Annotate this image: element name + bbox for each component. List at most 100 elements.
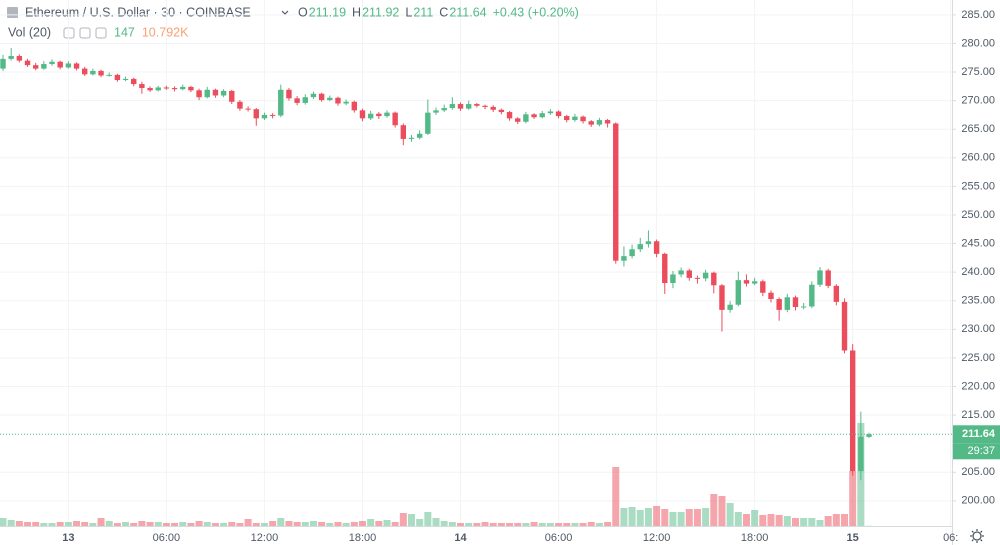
y-tick-label: 230.00 [961,323,995,335]
candle-body [49,61,55,65]
candle-body [768,292,774,300]
volume-bar [162,523,170,526]
y-tick-label: 245.00 [961,237,995,249]
candle-body [302,97,308,103]
candle-body [506,112,513,119]
candle-body [359,110,366,119]
settings-button[interactable] [79,27,91,39]
volume-bar [791,518,799,526]
volume-bar [546,523,554,526]
volume-bar [252,523,260,526]
candle-body [662,253,668,284]
volume-bar [342,523,350,526]
close-button[interactable] [95,27,107,39]
volume-bar [122,522,130,526]
volume-bar [644,508,652,526]
candle-body [139,84,145,89]
volume-bar [24,522,32,526]
candle-body [0,58,6,69]
volume-bar [702,508,710,526]
volume-bar [457,523,465,526]
candle-body [220,90,227,96]
price-axis: 200.00 205.00 215.00 220.00 225.00 230.00 235.… [952,9,995,507]
candle-body [604,120,611,124]
ohlc-letter: C [439,5,448,19]
volume-bar [489,523,497,526]
volume-bar [228,522,236,526]
volume-bar [89,523,97,526]
volume-bar [604,522,612,526]
candle-body [482,105,488,107]
candle-body [539,113,545,118]
candle-body [441,108,447,111]
candle-body [702,272,709,279]
volume-bar [203,522,211,526]
volume-bar [759,515,767,526]
candle-body [41,64,47,69]
candle-body [825,270,831,286]
volume-bar [808,518,816,526]
volume-bar [301,522,309,526]
candle-body [286,89,292,99]
volume-bar [465,523,473,526]
volume-bar [628,507,636,526]
volume-bar [636,510,644,526]
candle-body [849,350,856,472]
candle-body [367,113,374,119]
collapse-icon[interactable] [7,7,18,18]
volume-bar [685,509,693,526]
ohlc-value: 211 [413,5,433,19]
y-tick-label: 240.00 [961,266,995,278]
candle-body [90,70,96,75]
eye-button[interactable] [63,27,75,39]
candle-body [147,88,153,91]
candle-body [784,297,791,310]
candle-body [564,116,570,121]
volume-bar [416,519,424,526]
volume-bar [767,514,775,526]
symbol-menu[interactable] [281,10,289,15]
candle-body [253,109,259,119]
current-price-box [953,425,1000,444]
candle-body [122,78,129,81]
ohlc-value: 211.19 [309,5,346,19]
candle-body [416,133,423,138]
candle-body [490,106,496,110]
candle-body [800,306,807,308]
grid [0,0,952,526]
volume-bar [171,523,179,526]
volume-bar [383,520,391,526]
volume-bar [661,509,669,526]
candle-body [711,272,717,286]
volume-bar [326,523,334,526]
candles [0,48,872,481]
candle-body [155,87,161,91]
volume-bar [73,521,81,526]
candle-body [498,109,505,113]
candle-body [237,101,243,109]
x-tick-label: 18:00 [741,532,769,544]
volume-bar [775,515,783,526]
volume-bar [318,522,326,526]
volume-bar [399,513,407,526]
x-tick-label: 06:00 [153,532,181,544]
volume-bar [391,522,399,526]
volume-bar [751,510,759,526]
volume-bar [15,521,23,526]
candle-body [645,241,652,245]
candle-body [245,108,251,110]
volume-bar [285,521,293,526]
volume-bar [130,523,138,526]
volume-bar [350,522,358,526]
volume-bar [367,519,375,526]
candle-body [310,93,317,98]
candle-body [98,70,104,76]
candle-body [351,101,358,111]
settings-gear[interactable] [970,529,984,543]
volume-bar [710,494,718,526]
ohlc-value: 211.64 [449,5,486,19]
candle-body [588,121,594,125]
y-tick-label: 285.00 [961,9,995,21]
candle-body [572,116,578,121]
